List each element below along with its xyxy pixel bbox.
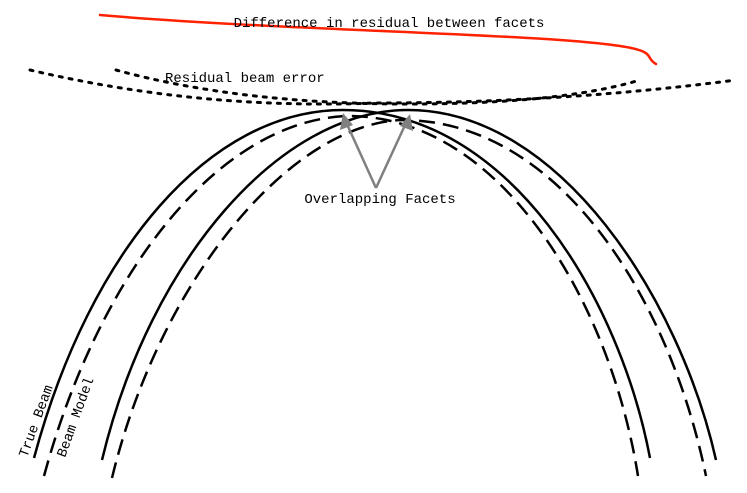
residual-label: Residual beam error [165,71,325,87]
residual-curve-left [28,68,738,106]
difference-label: Difference in residual between facets [234,16,545,32]
beam-model-right-facet [110,118,708,479]
difference-line [98,13,658,66]
arrow-left-head [340,113,353,130]
beam-model-left-facet [42,114,640,477]
arrow-left [344,121,378,189]
true-beam-right-facet [100,108,718,461]
arrow-right-head [400,114,413,131]
facets-label: Overlapping Facets [304,192,455,208]
true-beam-left-facet [32,108,652,459]
facet-arrows [340,113,413,189]
arrow-right [374,122,408,189]
residual-curve-right [114,68,642,106]
